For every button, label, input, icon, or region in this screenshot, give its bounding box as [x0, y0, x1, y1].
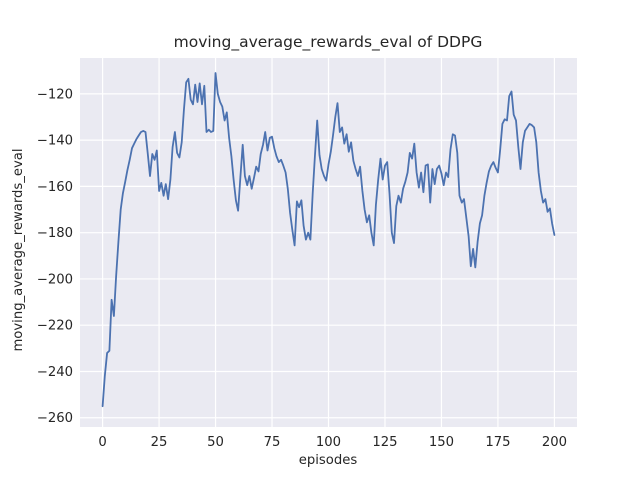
x-tick-label: 25 — [151, 435, 168, 450]
plot-area: 0 25 50 75 100 125 150 175 200 −260 −240 −220 −200 −1… — [37, 58, 577, 450]
x-tick-label: 75 — [264, 435, 281, 450]
x-tick-label: 50 — [207, 435, 224, 450]
moving-average-line — [101, 72, 556, 408]
x-axis-label: episodes — [299, 453, 358, 468]
y-tick-label: −260 — [37, 411, 73, 426]
x-tick-label: 175 — [485, 435, 510, 450]
chart-title: moving_average_rewards_eval of DDPG — [174, 33, 483, 52]
x-tick-label: 200 — [542, 435, 567, 450]
x-tick-label: 0 — [98, 435, 106, 450]
y-tick-label: −200 — [37, 272, 73, 287]
y-tick-label: −180 — [37, 226, 73, 241]
x-tick-label: 100 — [316, 435, 341, 450]
y-tick-label: −120 — [37, 87, 73, 102]
x-tick-label: 150 — [429, 435, 454, 450]
x-tick-label: 125 — [372, 435, 397, 450]
y-tick-label: −220 — [37, 319, 73, 334]
y-tick-label: −240 — [37, 365, 73, 380]
y-axis-label: moving_average_rewards_eval — [11, 148, 26, 351]
y-tick-label: −160 — [37, 180, 73, 195]
y-tick-label: −140 — [37, 134, 73, 149]
